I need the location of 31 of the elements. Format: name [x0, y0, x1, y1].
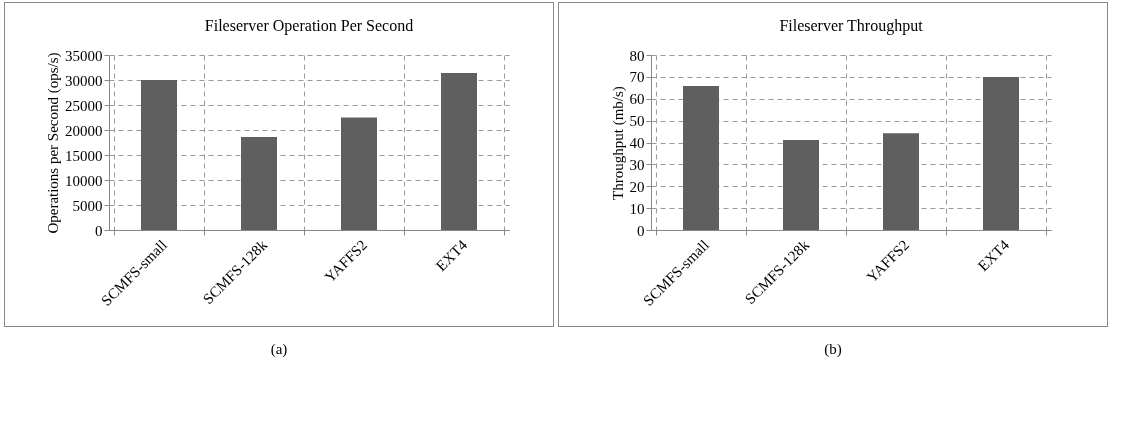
- y-tick-label: 10000: [64, 172, 102, 189]
- y-tick-label: 30: [629, 156, 645, 173]
- bar: [883, 133, 919, 230]
- y-tick-label: 15000: [64, 147, 102, 164]
- bar: [140, 80, 177, 230]
- y-tick-label: 10: [629, 200, 645, 217]
- y-tick-label: 35000: [64, 47, 102, 64]
- bar: [240, 137, 277, 230]
- bar: [440, 73, 477, 230]
- bar: [683, 86, 719, 230]
- y-tick-label: 20000: [64, 122, 102, 139]
- bar: [340, 117, 377, 230]
- bar: [983, 76, 1019, 230]
- y-tick-label: 80: [629, 47, 645, 64]
- y-tick-label: 0: [94, 222, 102, 239]
- y-tick-label: 70: [629, 69, 645, 86]
- y-tick-label: 25000: [64, 97, 102, 114]
- chart-title: Fileserver Throughput: [779, 17, 924, 35]
- y-tick-label: 0: [637, 222, 645, 239]
- y-axis-title: Operations per Second (ops/s): [44, 52, 62, 234]
- y-tick-label: 5000: [72, 197, 102, 214]
- y-tick-label: 30000: [64, 72, 102, 89]
- y-axis-title: Throughput (mb/s): [609, 86, 627, 200]
- y-tick-label: 60: [629, 91, 645, 108]
- bar: [783, 139, 819, 230]
- y-tick-label: 50: [629, 113, 645, 130]
- y-tick-label: 20: [629, 178, 645, 195]
- y-tick-label: 40: [629, 135, 645, 151]
- chart-title: Fileserver Operation Per Second: [204, 17, 413, 35]
- text: (a): [269, 341, 289, 358]
- text: (b): [823, 341, 843, 358]
